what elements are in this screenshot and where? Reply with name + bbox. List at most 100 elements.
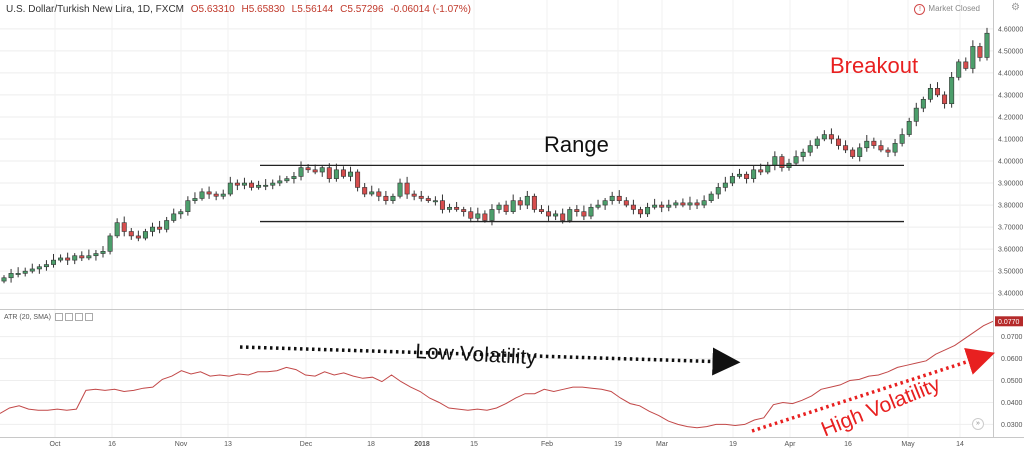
candle-body xyxy=(694,202,700,206)
x-tick-label: 16 xyxy=(108,441,116,448)
candle-body xyxy=(291,176,297,179)
x-tick-label: 13 xyxy=(224,441,232,448)
market-status: ! Market Closed xyxy=(914,4,980,15)
candle-body xyxy=(652,204,658,208)
candle-body xyxy=(800,151,806,157)
x-tick-label: 2018 xyxy=(414,441,430,448)
candle-body xyxy=(546,211,552,217)
candle-body xyxy=(949,76,955,105)
candle-body xyxy=(227,182,233,195)
candle-body xyxy=(432,200,438,203)
candle-body xyxy=(659,204,665,208)
candle-body xyxy=(560,213,566,221)
candle-body xyxy=(72,255,78,261)
range-lines xyxy=(260,164,904,223)
candle-body xyxy=(963,61,969,69)
candle-body xyxy=(892,143,898,153)
settings-box-icon[interactable] xyxy=(64,313,73,321)
candle-body xyxy=(121,222,127,232)
y-tick-label: 4.00000 xyxy=(998,159,1023,166)
candle-body xyxy=(510,200,516,212)
more-box-icon[interactable] xyxy=(84,313,93,321)
y-tick-label: 4.60000 xyxy=(998,26,1023,33)
candle-body xyxy=(397,182,403,197)
candle-body xyxy=(475,213,481,219)
candle-body xyxy=(340,169,346,177)
x-tick-label: 18 xyxy=(367,441,375,448)
scroll-to-end-button[interactable]: » xyxy=(972,418,984,430)
candle-body xyxy=(779,156,785,168)
y-tick-label: 3.80000 xyxy=(998,203,1023,210)
candle-body xyxy=(241,182,247,186)
candle-body xyxy=(79,255,85,259)
candle-body xyxy=(114,222,120,237)
candle-body xyxy=(1,277,7,282)
ind-y-tick-label: 0.0700 xyxy=(1001,334,1023,341)
candle-body xyxy=(447,206,453,210)
candle-body xyxy=(984,32,990,58)
candle-body xyxy=(43,264,49,268)
candle-body xyxy=(843,145,849,151)
candle-body xyxy=(142,231,148,239)
y-tick-label: 4.40000 xyxy=(998,70,1023,77)
ind-y-tick-label: 0.0400 xyxy=(1001,400,1023,407)
candle-body xyxy=(51,259,56,265)
candle-body xyxy=(517,200,523,206)
atr-series xyxy=(0,320,994,429)
candle-body xyxy=(595,204,601,208)
candle-body xyxy=(765,165,771,173)
settings-icon[interactable]: ⚙ xyxy=(1011,2,1020,13)
y-tick-label: 4.10000 xyxy=(998,136,1023,143)
candle-body xyxy=(588,206,594,217)
info-icon: ! xyxy=(914,4,926,15)
ind-y-tick-label: 0.0500 xyxy=(1001,378,1023,385)
candle-body xyxy=(461,209,467,212)
x-tick-label: May xyxy=(901,441,915,448)
indicator-header: ATR (20, SMA) xyxy=(4,313,93,321)
candle-body xyxy=(256,184,262,188)
x-tick-label: Dec xyxy=(300,441,313,448)
candle-body xyxy=(722,182,728,188)
candle-body xyxy=(383,195,389,201)
candle-body xyxy=(751,169,757,179)
candle-body xyxy=(390,195,396,201)
y-tick-label: 3.70000 xyxy=(998,225,1023,232)
y-tick-label: 4.20000 xyxy=(998,114,1023,121)
candle-body xyxy=(503,204,509,212)
market-status-text: Market Closed xyxy=(928,4,980,13)
candlestick-series xyxy=(1,27,990,284)
x-tick-label: Apr xyxy=(785,441,797,448)
candle-body xyxy=(666,204,672,208)
ind-y-tick-label: 0.0600 xyxy=(1001,356,1023,363)
eye-icon[interactable] xyxy=(54,313,63,321)
candle-body xyxy=(192,198,198,201)
candle-body xyxy=(715,187,721,195)
candle-body xyxy=(319,167,325,173)
x-tick-label: 15 xyxy=(470,441,478,448)
symbol-title: U.S. Dollar/Turkish New Lira, 1D, FXCM xyxy=(6,4,184,15)
candle-body xyxy=(482,213,488,221)
candle-body xyxy=(567,209,573,221)
candle-body xyxy=(871,140,877,146)
annotation-arrows xyxy=(239,345,995,433)
main-gridlines xyxy=(0,0,993,437)
close-box-icon[interactable] xyxy=(74,313,83,321)
candle-body xyxy=(29,268,35,272)
candle-body xyxy=(835,138,841,146)
indicator-gridlines xyxy=(0,336,993,425)
candle-body xyxy=(128,231,134,237)
candle-body xyxy=(828,134,834,140)
candle-body xyxy=(906,121,912,135)
x-tick-label: 16 xyxy=(844,441,852,448)
candle-body xyxy=(701,200,707,206)
candle-body xyxy=(305,167,311,171)
candle-body xyxy=(687,202,693,206)
ohlc-low: L5.56144 xyxy=(291,4,334,15)
candle-body xyxy=(171,213,177,221)
annotation-range: Range xyxy=(544,132,609,157)
candle-body xyxy=(468,211,474,219)
candle-body xyxy=(645,206,651,215)
candle-body xyxy=(637,209,643,215)
